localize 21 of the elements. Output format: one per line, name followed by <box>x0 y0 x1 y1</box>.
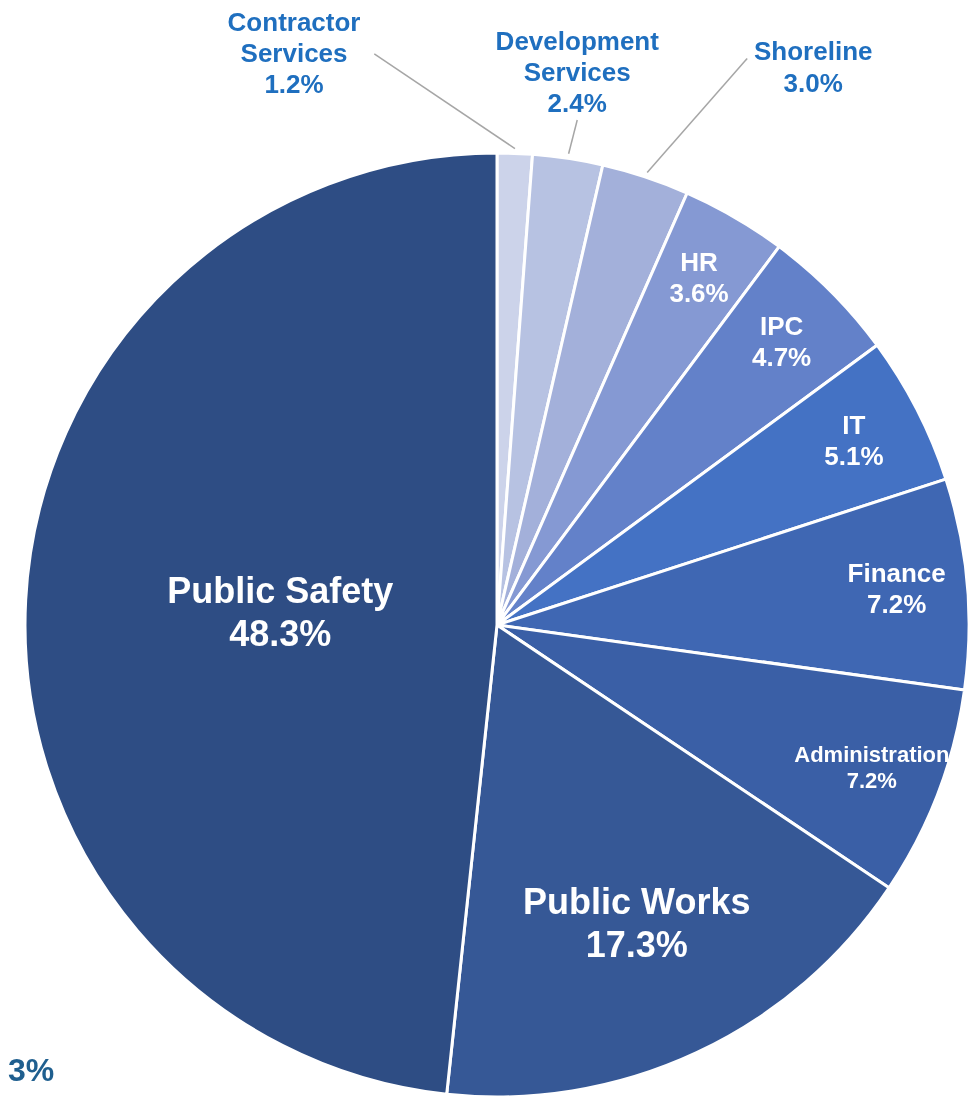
data-label: 5.1% <box>824 441 884 472</box>
data-label: 3.6% <box>669 277 729 308</box>
slice-label: IT <box>842 410 866 441</box>
data-label: 3.0% <box>783 67 843 98</box>
slice-label: Public Safety <box>167 569 394 611</box>
slice-label: Administration <box>794 741 950 767</box>
data-label: 17.3% <box>585 924 688 965</box>
slice-label: Shoreline <box>754 36 873 67</box>
data-label: 7.2% <box>846 768 897 794</box>
slice-label: HR <box>680 246 719 277</box>
data-label: 4.7% <box>751 341 812 372</box>
slice-label: IPC <box>759 310 804 341</box>
data-label: 48.3% <box>229 613 332 655</box>
text: 3% <box>8 1052 55 1088</box>
slice-label: Finance <box>847 558 946 589</box>
data-label: 7.2% <box>867 589 927 620</box>
slice-label: Development Services <box>495 25 660 87</box>
slice-label: Public Works <box>523 880 751 922</box>
slice-label: Contractor Services <box>227 6 361 68</box>
data-label: 1.2% <box>264 69 324 100</box>
data-label: 2.4% <box>547 87 607 118</box>
